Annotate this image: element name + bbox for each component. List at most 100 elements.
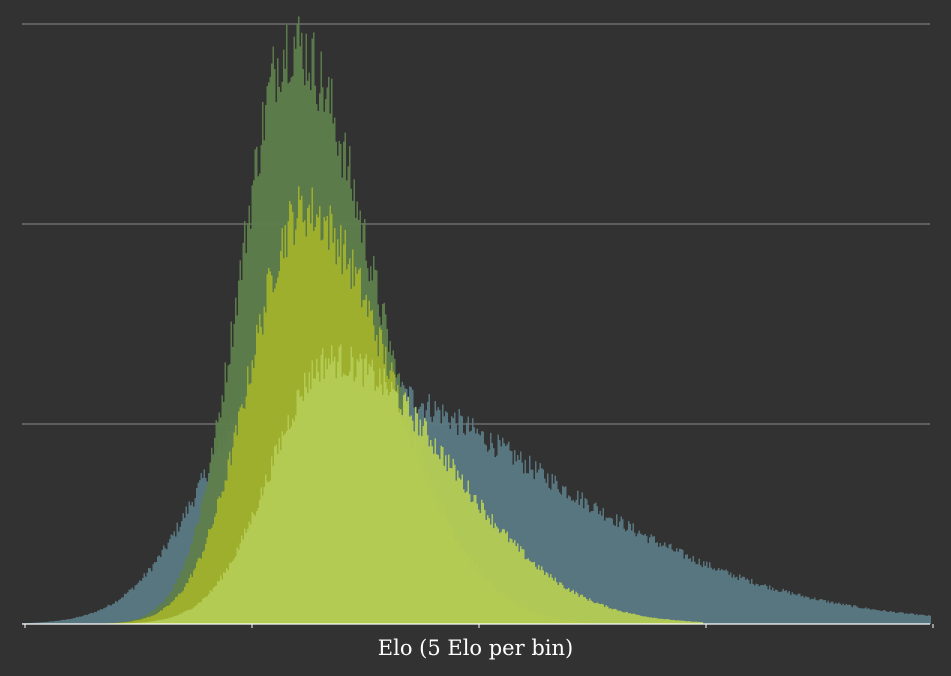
histogram-bar bbox=[533, 561, 535, 624]
histogram-bar bbox=[572, 589, 574, 624]
histogram-bar bbox=[67, 619, 69, 624]
histogram-bar bbox=[560, 582, 562, 624]
histogram-bar bbox=[223, 572, 225, 624]
histogram-bar bbox=[271, 275, 273, 624]
histogram-bar bbox=[791, 592, 793, 624]
histogram-bar bbox=[445, 455, 447, 624]
histogram-bar bbox=[683, 558, 685, 624]
histogram-bar bbox=[461, 474, 463, 624]
histogram-bar bbox=[140, 622, 142, 624]
histogram-bar bbox=[178, 531, 180, 624]
histogram-bar bbox=[196, 605, 198, 624]
histogram-bar bbox=[715, 570, 717, 624]
histogram-bar bbox=[412, 420, 414, 624]
histogram-bar bbox=[301, 395, 303, 624]
histogram-bar bbox=[922, 614, 924, 624]
histogram-bar bbox=[433, 453, 435, 624]
histogram-bar bbox=[425, 421, 427, 624]
histogram-bar bbox=[211, 591, 213, 624]
histogram-bar bbox=[694, 621, 696, 624]
histogram-bar bbox=[401, 415, 403, 624]
histogram-bar bbox=[920, 614, 922, 624]
histogram-bar bbox=[503, 529, 505, 624]
histogram-bar bbox=[149, 616, 151, 624]
histogram-bar bbox=[550, 489, 552, 624]
histogram-bar bbox=[181, 613, 183, 624]
histogram-bar bbox=[434, 438, 436, 624]
histogram-bar bbox=[691, 561, 693, 624]
histogram-bar bbox=[250, 524, 252, 624]
histogram-bar bbox=[722, 570, 724, 624]
histogram-bar bbox=[595, 502, 597, 624]
histogram-bar bbox=[124, 622, 126, 624]
histogram-bar bbox=[619, 521, 621, 624]
histogram-bar bbox=[659, 618, 661, 624]
histogram-bar bbox=[574, 594, 576, 624]
histogram-bar bbox=[55, 620, 57, 624]
histogram-bar bbox=[413, 431, 415, 624]
histogram-bar bbox=[38, 622, 40, 624]
histogram-bar bbox=[764, 584, 766, 624]
histogram-bar bbox=[130, 621, 132, 624]
histogram-bar bbox=[494, 523, 496, 624]
histogram-bar bbox=[655, 542, 657, 624]
histogram-bar bbox=[352, 357, 354, 624]
histogram-bar bbox=[322, 348, 324, 624]
histogram-bar bbox=[139, 622, 141, 624]
histogram-bar bbox=[772, 587, 774, 624]
histogram-bar bbox=[509, 538, 511, 624]
histogram-bar bbox=[167, 618, 169, 624]
histogram-bar bbox=[728, 574, 730, 624]
histogram-bar bbox=[280, 450, 282, 624]
histogram-bar bbox=[605, 517, 607, 624]
histogram-bar bbox=[815, 600, 817, 624]
histogram-bar bbox=[71, 618, 73, 624]
histogram-bar bbox=[49, 621, 51, 624]
histogram-bar bbox=[343, 373, 345, 624]
histogram-bar bbox=[415, 406, 417, 624]
histogram-bar bbox=[890, 611, 892, 624]
histogram-bar bbox=[203, 550, 205, 624]
histogram-bar bbox=[290, 426, 292, 624]
histogram-bar bbox=[227, 459, 229, 624]
histogram-bar bbox=[656, 618, 658, 624]
histogram-bar bbox=[236, 547, 238, 624]
histogram-bar bbox=[157, 620, 159, 624]
histogram-bar bbox=[166, 605, 168, 624]
histogram-bar bbox=[533, 479, 535, 624]
histogram-bar bbox=[610, 517, 612, 624]
histogram-bar bbox=[560, 494, 562, 624]
histogram-bar bbox=[115, 600, 117, 624]
histogram-bar bbox=[244, 528, 246, 624]
histogram-bar bbox=[103, 608, 105, 624]
histogram-bars bbox=[22, 16, 931, 625]
histogram-bar bbox=[584, 497, 586, 624]
histogram-bar bbox=[802, 595, 804, 624]
histogram-bar bbox=[295, 415, 297, 624]
histogram-bar bbox=[340, 344, 342, 624]
histogram-bar bbox=[814, 597, 816, 624]
histogram-bar bbox=[457, 470, 459, 624]
histogram-bar bbox=[251, 360, 253, 624]
histogram-bar bbox=[607, 517, 609, 624]
histogram-bar bbox=[778, 591, 780, 624]
histogram-bar bbox=[598, 603, 600, 624]
histogram-bar bbox=[209, 590, 211, 624]
histogram-bar bbox=[272, 466, 274, 624]
histogram-bar bbox=[44, 622, 46, 624]
histogram-bar bbox=[230, 562, 232, 624]
histogram-bar bbox=[866, 608, 868, 624]
histogram-bar bbox=[122, 622, 124, 624]
histogram-bar bbox=[529, 455, 531, 624]
histogram-bar bbox=[400, 409, 402, 624]
histogram-bar bbox=[649, 617, 651, 624]
histogram-bar bbox=[487, 515, 489, 624]
histogram-bar bbox=[563, 588, 565, 624]
histogram-bar bbox=[149, 621, 151, 624]
histogram-bar bbox=[179, 613, 181, 624]
histogram-bar bbox=[634, 532, 636, 624]
histogram-bar bbox=[256, 511, 258, 624]
histogram-bar bbox=[700, 622, 702, 624]
histogram-bar bbox=[520, 546, 522, 624]
histogram-bar bbox=[653, 536, 655, 624]
